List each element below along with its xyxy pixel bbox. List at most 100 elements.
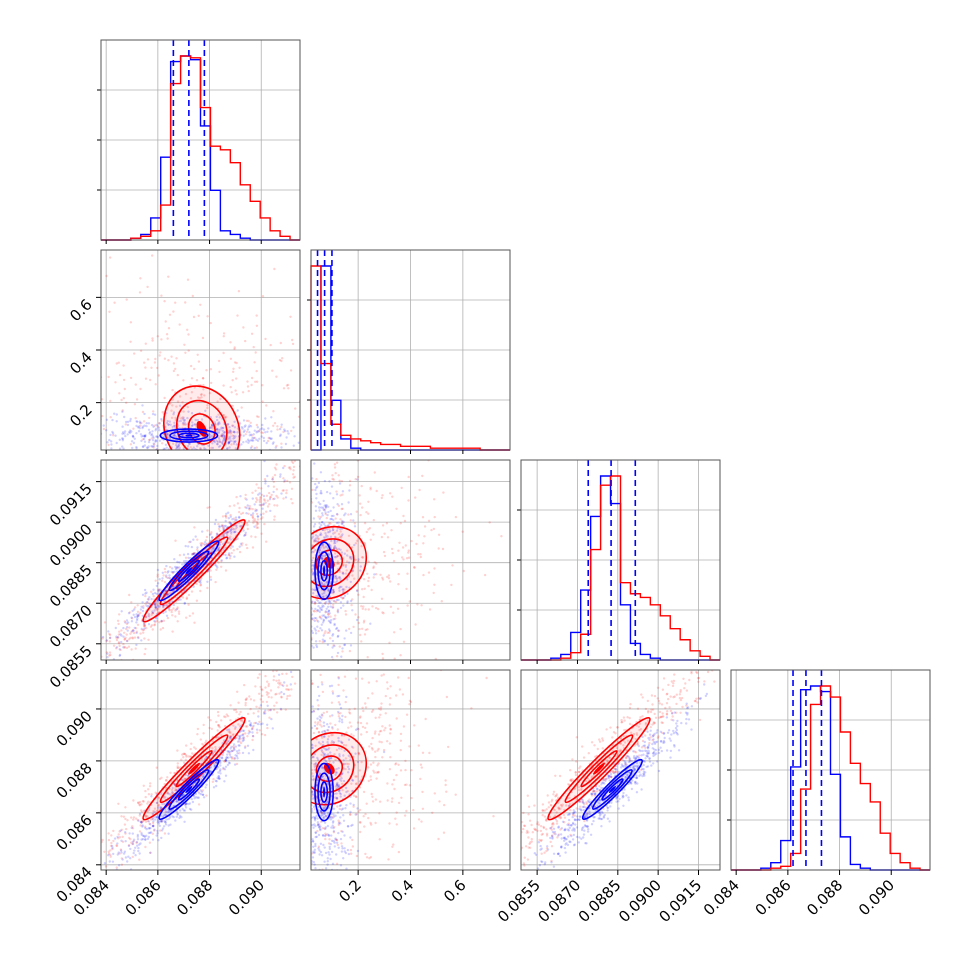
sample-point	[110, 440, 113, 443]
sample-point	[371, 605, 374, 608]
sample-point	[201, 463, 203, 465]
sample-point	[123, 631, 126, 634]
sample-point	[184, 758, 187, 761]
sample-point	[162, 611, 165, 615]
sample-point	[246, 385, 250, 388]
sample-point	[334, 546, 338, 550]
sample-point	[276, 428, 279, 431]
sample-point	[120, 828, 124, 831]
sample-point	[262, 428, 266, 431]
sample-point	[293, 609, 295, 611]
sample-point	[218, 543, 222, 546]
sample-point	[91, 859, 93, 861]
sample-point	[221, 525, 224, 528]
sample-point	[239, 469, 241, 471]
sample-point	[139, 824, 142, 827]
sample-point	[338, 587, 341, 590]
sample-point	[268, 498, 272, 501]
sample-point	[171, 791, 174, 794]
sample-point	[217, 440, 220, 444]
sample-point	[157, 804, 160, 807]
sample-point	[172, 369, 176, 373]
sample-point	[135, 487, 137, 489]
sample-point	[135, 613, 138, 616]
sample-point	[302, 461, 304, 463]
sample-point	[257, 710, 260, 713]
sample-point	[186, 445, 190, 448]
sample-point	[346, 592, 349, 595]
sample-point	[154, 603, 157, 606]
sample-point	[363, 587, 366, 590]
sample-point	[72, 687, 74, 689]
sample-point	[321, 543, 325, 547]
sample-point	[153, 810, 156, 813]
sample-point	[291, 338, 294, 342]
sample-point	[178, 566, 181, 569]
sample-point	[366, 628, 369, 631]
sample-point	[327, 625, 329, 627]
sample-point	[180, 417, 183, 420]
sample-point	[331, 633, 335, 636]
sample-point	[335, 655, 339, 658]
sample-point	[305, 573, 307, 575]
sample-point	[209, 532, 213, 535]
sample-point	[101, 414, 104, 418]
sample-point	[282, 430, 285, 434]
sample-point	[315, 497, 318, 500]
sample-point	[357, 621, 360, 625]
sample-point	[180, 758, 183, 761]
sample-point	[65, 421, 67, 423]
sample-point	[341, 519, 344, 523]
sample-point	[210, 381, 213, 385]
sample-point	[173, 558, 176, 561]
sample-point	[245, 512, 248, 515]
sample-point	[215, 568, 218, 571]
sample-point	[144, 592, 147, 595]
sample-point	[249, 513, 253, 517]
sample-point	[369, 688, 371, 690]
sample-point	[262, 436, 265, 440]
sample-point	[185, 754, 188, 757]
sample-point	[174, 443, 178, 447]
sample-point	[254, 380, 257, 383]
sample-point	[157, 605, 160, 608]
sample-point	[182, 418, 185, 421]
sample-point	[348, 489, 351, 492]
sample-point	[288, 608, 290, 610]
sample-point	[145, 591, 148, 594]
sample-point	[318, 509, 321, 512]
sample-point	[276, 452, 278, 454]
sample-point	[171, 570, 175, 574]
sample-point	[154, 607, 157, 610]
panel-grid	[101, 40, 300, 240]
sample-point	[307, 589, 309, 591]
sample-point	[143, 637, 146, 640]
sample-point	[251, 491, 254, 494]
sample-point	[188, 614, 191, 618]
sample-point	[327, 619, 331, 623]
sample-point	[233, 426, 237, 429]
sample-point	[302, 586, 304, 588]
sample-point	[163, 435, 166, 439]
sample-point	[217, 723, 220, 727]
sample-point	[68, 347, 70, 349]
sample-point	[284, 551, 286, 553]
sample-point	[321, 544, 324, 548]
sample-point	[165, 778, 168, 782]
sample-point	[339, 527, 342, 531]
sample-point	[361, 588, 364, 591]
sample-point	[179, 536, 181, 538]
sample-point	[342, 572, 345, 575]
sample-point	[302, 523, 304, 525]
sample-point	[110, 443, 113, 446]
sample-point	[253, 503, 256, 506]
sample-point	[233, 431, 236, 434]
sample-point	[187, 410, 190, 413]
sample-point	[335, 409, 337, 411]
sample-point	[267, 468, 269, 470]
sample-point	[234, 513, 236, 515]
sample-point	[279, 681, 282, 684]
sample-point	[92, 355, 94, 357]
sample-point	[290, 688, 293, 691]
sample-point	[233, 486, 235, 488]
